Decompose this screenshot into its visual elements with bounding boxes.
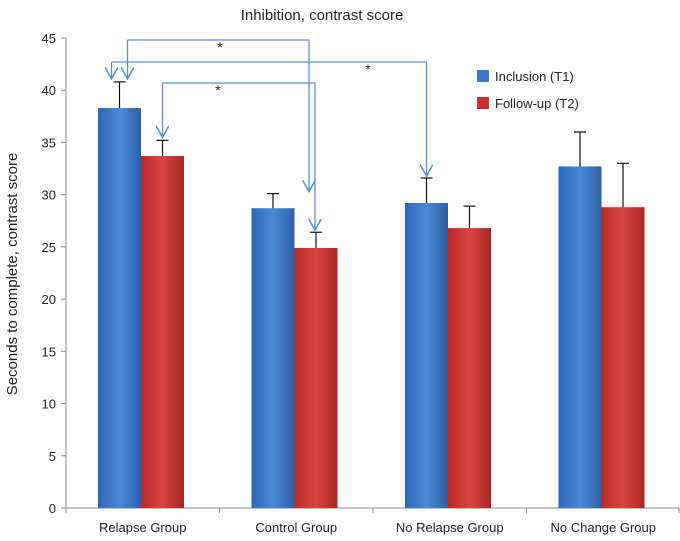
bar bbox=[448, 228, 491, 509]
significance-arrow bbox=[162, 82, 316, 230]
x-axis: Relapse Group Control Group No Relapse Gro… bbox=[65, 507, 680, 535]
legend-swatch bbox=[477, 70, 489, 82]
legend-label: Inclusion (T1) bbox=[495, 69, 574, 84]
y-tick-label: 30 bbox=[42, 188, 56, 203]
y-tick-label: 45 bbox=[42, 31, 56, 46]
x-tick-label: No Change Group bbox=[550, 520, 656, 535]
significance-star: * bbox=[365, 61, 371, 77]
y-axis: 0 5 10 15 20 25 30 35 40 45 bbox=[42, 31, 67, 516]
significance-star: * bbox=[215, 82, 221, 98]
significance-star: * bbox=[217, 39, 223, 55]
bar bbox=[294, 247, 338, 508]
bar bbox=[141, 156, 184, 508]
y-axis-label: Seconds to complete, contrast score bbox=[4, 153, 21, 396]
legend-label: Follow-up (T2) bbox=[495, 96, 579, 111]
y-tick-label: 15 bbox=[42, 344, 56, 359]
x-tick-label: No Relapse Group bbox=[396, 520, 504, 535]
y-tick-label: 25 bbox=[42, 240, 56, 255]
x-tick-label: Relapse Group bbox=[99, 520, 186, 535]
bar bbox=[601, 207, 645, 508]
significance-arrow bbox=[111, 61, 427, 176]
legend: Inclusion (T1) Follow-up (T2) bbox=[477, 69, 579, 111]
significance-annotations: * * * bbox=[112, 39, 427, 230]
bars bbox=[98, 81, 645, 509]
y-tick-label: 35 bbox=[42, 135, 56, 150]
x-tick-label: Control Group bbox=[255, 520, 337, 535]
bar bbox=[558, 166, 602, 508]
bar bbox=[98, 107, 141, 508]
y-tick-label: 0 bbox=[49, 501, 56, 516]
significance-arrow bbox=[127, 39, 310, 192]
legend-swatch bbox=[477, 97, 489, 109]
y-tick-label: 5 bbox=[49, 449, 56, 464]
y-tick-label: 20 bbox=[42, 292, 56, 307]
bar bbox=[405, 203, 448, 508]
y-tick-label: 10 bbox=[42, 397, 56, 412]
bar bbox=[251, 208, 295, 508]
y-tick-label: 40 bbox=[42, 83, 56, 98]
chart-title: Inhibition, contrast score bbox=[241, 7, 404, 24]
